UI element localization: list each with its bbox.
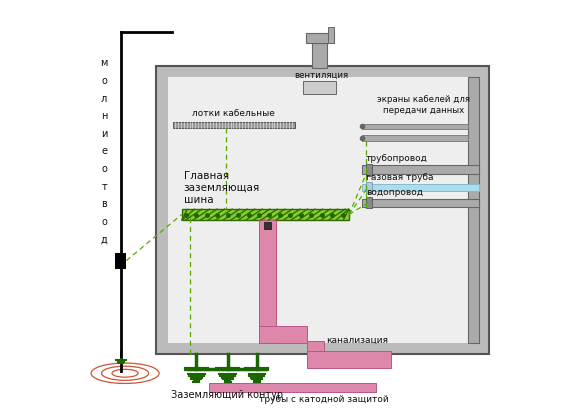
Text: трубы с катодной защитой: трубы с катодной защитой (259, 396, 389, 404)
Bar (362, 199, 479, 207)
Bar (259, 326, 307, 343)
Bar (306, 33, 333, 42)
Text: д: д (101, 234, 108, 244)
Bar (307, 351, 391, 368)
Bar (307, 341, 324, 368)
Bar (366, 182, 371, 193)
Text: л: л (101, 94, 107, 104)
Bar (181, 209, 349, 221)
Text: о: о (101, 164, 107, 174)
Bar (168, 77, 477, 343)
Bar (469, 77, 479, 343)
Text: Главная
заземляющая
шина: Главная заземляющая шина (184, 171, 260, 205)
Text: газовая труба: газовая труба (366, 173, 433, 181)
Text: и: и (101, 129, 107, 139)
Bar (362, 184, 479, 191)
Bar (366, 163, 371, 176)
Text: трубопровод: трубопровод (366, 154, 428, 163)
Text: о: о (101, 217, 107, 227)
Text: о: о (101, 76, 107, 86)
Text: канализация: канализация (326, 336, 388, 345)
Text: водопровод: водопровод (366, 188, 423, 197)
Bar (303, 81, 336, 94)
Bar (366, 197, 371, 208)
Text: Заземляющий контур: Заземляющий контур (170, 390, 283, 400)
Bar (259, 220, 276, 343)
Bar (115, 253, 126, 269)
Bar (362, 124, 469, 129)
Text: вентиляция: вентиляция (295, 71, 349, 79)
Text: н: н (101, 111, 107, 121)
Bar (328, 26, 333, 42)
Text: лотки кабельные: лотки кабельные (192, 109, 276, 118)
Text: т: т (101, 181, 107, 192)
Text: м: м (101, 58, 108, 68)
Bar (362, 136, 469, 141)
Text: экраны кабелей для
передачи данных: экраны кабелей для передачи данных (377, 95, 470, 115)
Bar (264, 222, 271, 229)
Text: в: в (101, 199, 107, 209)
Text: е: е (101, 147, 107, 156)
Bar (156, 66, 489, 354)
Bar (209, 383, 376, 392)
Bar (362, 165, 479, 174)
Bar (173, 122, 295, 129)
Bar (312, 36, 327, 68)
